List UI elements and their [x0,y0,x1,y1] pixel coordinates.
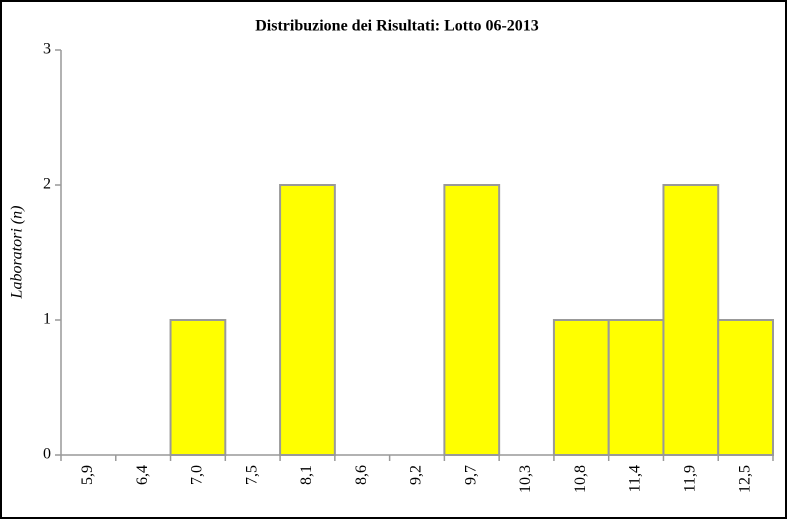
bar [279,184,336,456]
bar [443,184,501,456]
bar [552,319,610,456]
x-tick-label: 8,6 [353,465,370,485]
x-tick-label: 8,1 [298,465,315,485]
x-tick-label: 6,4 [134,465,151,485]
x-tick-label: 12,5 [736,465,753,493]
x-tick-label: 10,8 [572,465,589,493]
x-tick-label: 9,7 [462,465,479,485]
y-tick-label: 1 [43,311,51,328]
x-tick-label: 7,0 [189,465,206,485]
x-tick-label: 9,2 [408,465,425,485]
bar [717,319,775,456]
x-tick-label: 11,4 [627,465,644,492]
y-tick-label: 2 [43,176,51,193]
y-tick-label: 0 [43,446,51,463]
bar [169,319,227,456]
y-axis-label: Laboratori (n) [9,206,26,300]
y-tick-label: 3 [43,41,51,58]
x-tick-label: 7,5 [243,465,260,485]
x-tick-label: 5,9 [79,465,96,485]
x-tick-label: 11,9 [682,465,699,492]
bar [607,319,665,456]
bar [662,184,720,456]
chart-title: Distribuzione dei Risultati: Lotto 06-20… [255,18,539,35]
x-tick-label: 10,3 [517,465,534,493]
